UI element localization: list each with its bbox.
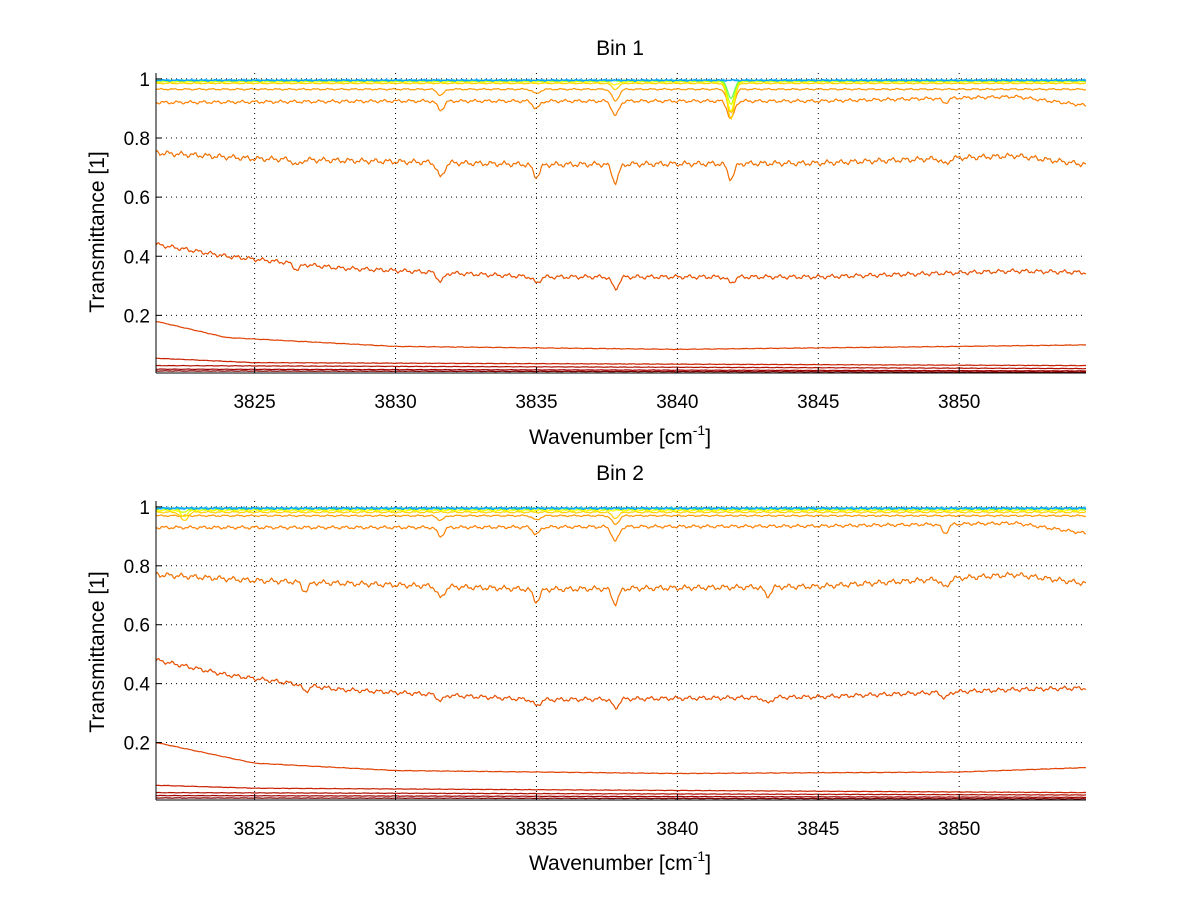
panel-title: Bin 2 bbox=[596, 462, 644, 485]
series-line bbox=[156, 82, 1086, 121]
series-line bbox=[156, 794, 1086, 799]
panel-title: Bin 1 bbox=[596, 37, 644, 60]
x-tick-label: 3825 bbox=[233, 819, 275, 840]
series-line bbox=[156, 514, 1086, 526]
series-line bbox=[156, 321, 1086, 351]
plot-area: 3825 3830 3835 3840 3845 3850 0.2 0.4 0.6 0.8 1 bbox=[124, 70, 1086, 413]
x-tick-label: 3845 bbox=[797, 819, 839, 840]
y-tick-label: 0.2 bbox=[124, 306, 150, 327]
plot-area: 3825 3830 3835 3840 3845 3850 0.2 0.4 0.6 0.8 1 bbox=[124, 498, 1086, 840]
y-tick-label: 1 bbox=[139, 498, 150, 519]
series-group bbox=[156, 78, 1086, 373]
x-tick-label: 3850 bbox=[938, 819, 980, 840]
y-tick-label: 1 bbox=[139, 70, 150, 91]
series-line bbox=[156, 242, 1086, 291]
series-line bbox=[156, 357, 1086, 367]
series-line bbox=[156, 521, 1086, 542]
series-line bbox=[156, 797, 1086, 800]
panel-bin-2: Bin 2 Transmittance [1] Wavenumber [cm-1… bbox=[86, 462, 1086, 875]
x-tick-label: 3840 bbox=[656, 392, 698, 413]
series-line bbox=[156, 791, 1086, 796]
y-tick-label: 0.4 bbox=[124, 675, 151, 696]
y-tick-label: 0.2 bbox=[124, 734, 150, 755]
series-line bbox=[156, 78, 1086, 82]
series-line bbox=[156, 87, 1086, 113]
y-tick-label: 0.6 bbox=[124, 616, 150, 637]
y-axis-label: Transmittance [1] bbox=[86, 571, 109, 732]
x-tick-label: 3825 bbox=[233, 392, 275, 413]
panel-bin-1: Bin 1 Transmittance [1] Wavenumber [cm-1… bbox=[86, 37, 1086, 449]
x-tick-label: 3840 bbox=[656, 819, 698, 840]
series-line bbox=[156, 370, 1086, 373]
x-tick-label: 3830 bbox=[374, 819, 416, 840]
series-line bbox=[156, 784, 1086, 794]
x-tick-label: 3845 bbox=[797, 392, 839, 413]
y-axis-label: Transmittance [1] bbox=[86, 151, 109, 312]
y-tick-label: 0.6 bbox=[124, 188, 150, 209]
x-axis-label: Wavenumber [cm-1] bbox=[529, 848, 711, 875]
series-line bbox=[156, 149, 1086, 186]
series-line bbox=[156, 506, 1086, 510]
series-line bbox=[156, 364, 1086, 370]
series-line bbox=[156, 368, 1086, 372]
series-group bbox=[156, 506, 1086, 800]
y-tick-label: 0.4 bbox=[124, 247, 151, 268]
y-tick-label: 0.8 bbox=[124, 557, 150, 578]
x-tick-label: 3835 bbox=[515, 392, 557, 413]
y-tick-label: 0.8 bbox=[124, 129, 150, 150]
x-axis-label: Wavenumber [cm-1] bbox=[529, 422, 711, 449]
series-line bbox=[156, 80, 1086, 113]
series-line bbox=[156, 78, 1086, 82]
x-tick-label: 3835 bbox=[515, 819, 557, 840]
series-line bbox=[156, 506, 1086, 511]
series-line bbox=[156, 94, 1086, 120]
series-line bbox=[156, 657, 1086, 710]
series-line bbox=[156, 742, 1086, 775]
x-tick-label: 3850 bbox=[938, 392, 980, 413]
x-tick-label: 3830 bbox=[374, 392, 416, 413]
series-line bbox=[156, 571, 1086, 607]
series-line bbox=[156, 510, 1086, 521]
